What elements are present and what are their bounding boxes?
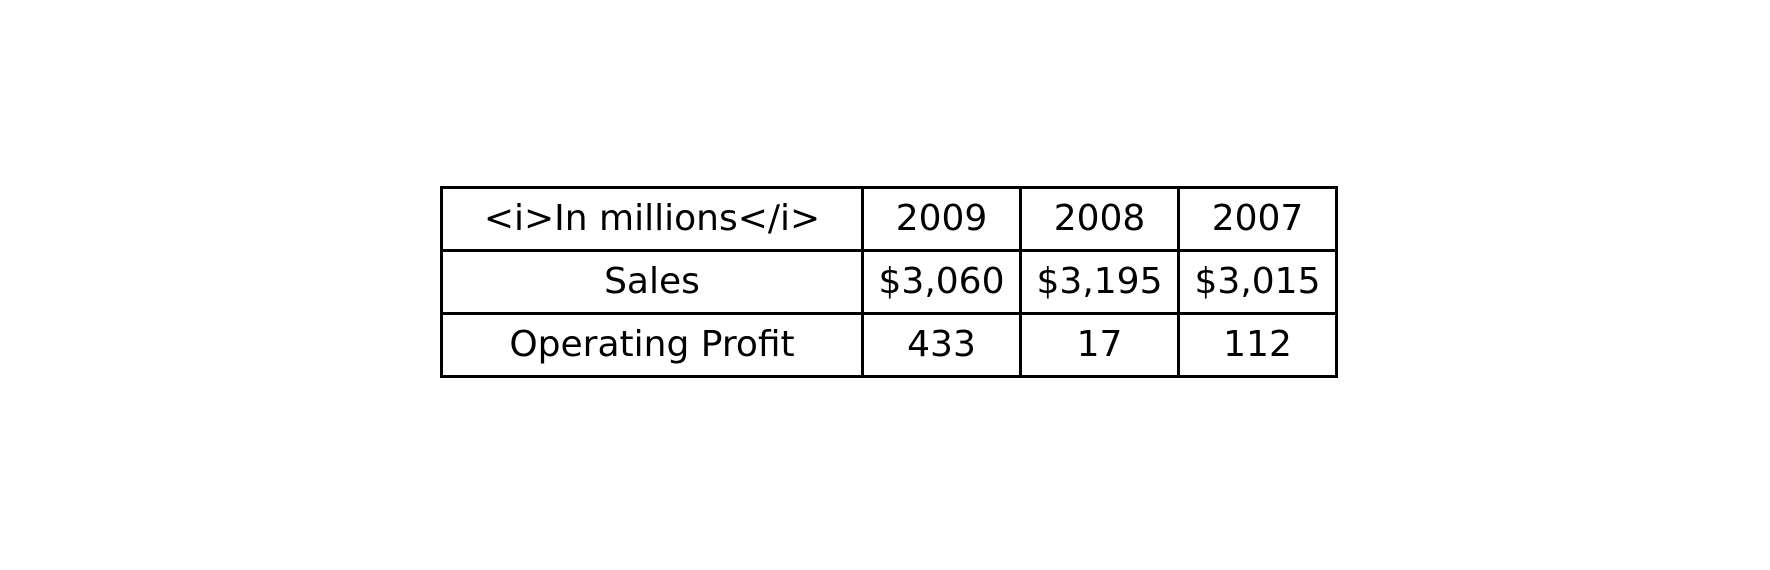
header-cell: 2007	[1177, 186, 1338, 252]
table-cell: $3,195	[1019, 249, 1180, 315]
row-label-cell: Sales	[440, 249, 864, 315]
table-cell: $3,015	[1177, 249, 1338, 315]
header-cell: 2009	[861, 186, 1022, 252]
data-table: <i>In millions</i> 2009 2008 2007 Sales …	[440, 186, 1338, 378]
table-cell: 112	[1177, 312, 1338, 378]
header-cell: 2008	[1019, 186, 1180, 252]
header-cell: <i>In millions</i>	[440, 186, 864, 252]
table-row: Sales $3,060 $3,195 $3,015	[440, 249, 1338, 315]
header-row: <i>In millions</i> 2009 2008 2007	[440, 186, 1338, 252]
row-label-cell: Operating Profit	[440, 312, 864, 378]
table-cell: 17	[1019, 312, 1180, 378]
table-cell: $3,060	[861, 249, 1022, 315]
table-cell: 433	[861, 312, 1022, 378]
table-row: Operating Profit 433 17 112	[440, 312, 1338, 378]
